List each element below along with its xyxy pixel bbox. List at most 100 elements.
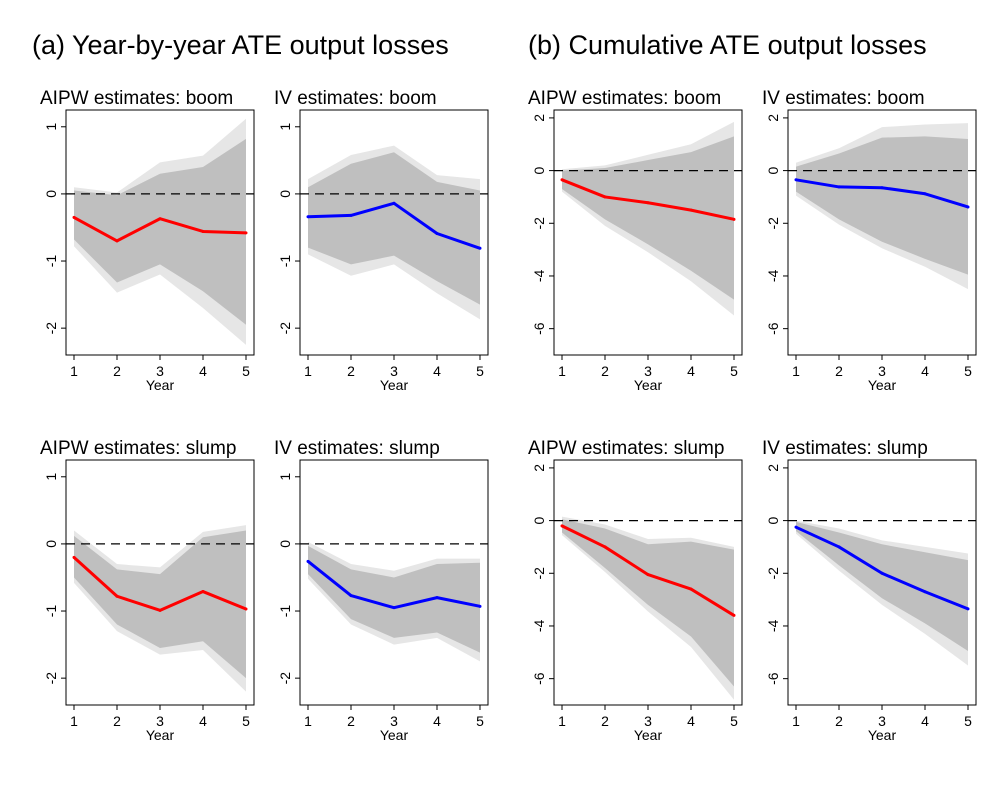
- y-tick-label: -4: [765, 620, 781, 633]
- x-tick-label: 4: [921, 713, 929, 729]
- estimate-point: [478, 604, 482, 608]
- x-tick-label: 5: [730, 713, 738, 729]
- y-tick-label: -1: [43, 605, 59, 618]
- estimate-point: [880, 186, 884, 190]
- y-tick-label: -2: [43, 672, 59, 685]
- y-tick-label: 0: [531, 166, 547, 174]
- y-tick-label: -2: [531, 217, 547, 230]
- x-tick-label: 4: [687, 713, 695, 729]
- x-tick-label: 3: [390, 713, 398, 729]
- chart-iv-slump-cumulative: IV estimates: slump 2 0 -2 -4 -6 1 2 3 4 5 Year: [762, 438, 977, 743]
- estimate-point: [603, 195, 607, 199]
- estimate-point: [392, 606, 396, 610]
- x-tick-label: 1: [558, 363, 566, 379]
- y-tick-label: 0: [277, 540, 293, 548]
- panel-b-title: (b) Cumulative ATE output losses: [528, 30, 927, 60]
- estimate-point: [435, 596, 439, 600]
- y-tick-label: -6: [765, 322, 781, 335]
- panel-a-title: (a) Year-by-year ATE output losses: [32, 30, 449, 60]
- y-tick-label: 0: [765, 166, 781, 174]
- x-tick-label: 4: [199, 713, 207, 729]
- x-tick-label: 3: [156, 363, 164, 379]
- x-tick-label: 1: [70, 363, 78, 379]
- estimate-point: [435, 232, 439, 236]
- x-axis-title: Year: [634, 727, 663, 743]
- estimate-point: [560, 524, 564, 528]
- estimate-point: [349, 594, 353, 598]
- chart-title: AIPW estimates: slump: [40, 438, 236, 459]
- estimate-point: [837, 185, 841, 189]
- x-tick-label: 4: [687, 363, 695, 379]
- chart-aipw-boom-cumulative: AIPW estimates: boom 2 0 -2 -4 -6 1 2 3 4 5 Year: [528, 88, 743, 393]
- x-tick-label: 2: [601, 713, 609, 729]
- x-tick-label: 2: [347, 363, 355, 379]
- y-tick-label: -4: [531, 270, 547, 283]
- y-tick-label: 0: [43, 190, 59, 198]
- x-tick-label: 2: [835, 363, 843, 379]
- estimate-point: [115, 594, 119, 598]
- y-tick-label: -2: [43, 322, 59, 335]
- estimate-point: [603, 545, 607, 549]
- estimate-point: [115, 239, 119, 243]
- estimate-point: [306, 559, 310, 563]
- confidence-band-inner: [308, 152, 480, 305]
- x-tick-label: 3: [644, 713, 652, 729]
- x-axis-title: Year: [146, 377, 175, 393]
- estimate-point: [880, 571, 884, 575]
- x-tick-label: 3: [390, 363, 398, 379]
- chart-title: AIPW estimates: boom: [528, 88, 721, 109]
- x-axis-title: Year: [868, 377, 897, 393]
- x-axis-title: Year: [146, 727, 175, 743]
- x-tick-label: 1: [70, 713, 78, 729]
- x-tick-label: 1: [558, 713, 566, 729]
- y-tick-label: -2: [531, 567, 547, 580]
- x-tick-label: 5: [964, 713, 972, 729]
- confidence-band-inner: [74, 138, 246, 325]
- chart-iv-slump-yearly: IV estimates: slump 1 0 -1 -2 1 2 3 4 5 Year: [274, 438, 489, 743]
- x-tick-label: 3: [644, 363, 652, 379]
- x-tick-label: 3: [156, 713, 164, 729]
- y-tick-label: -4: [531, 620, 547, 633]
- x-axis-title: Year: [868, 727, 897, 743]
- y-tick-label: 0: [43, 540, 59, 548]
- y-tick-label: 1: [43, 123, 59, 131]
- chart-title: IV estimates: slump: [762, 438, 928, 459]
- chart-iv-boom-cumulative: IV estimates: boom 2 0 -2 -4 -6 1 2 3 4 5 Year: [762, 88, 977, 393]
- estimate-point: [72, 215, 76, 219]
- x-tick-label: 5: [730, 363, 738, 379]
- y-tick-label: -6: [531, 322, 547, 335]
- y-tick-label: -6: [531, 672, 547, 685]
- y-tick-label: 0: [765, 516, 781, 524]
- x-tick-label: 2: [347, 713, 355, 729]
- confidence-band-inner: [796, 521, 968, 651]
- estimate-point: [794, 178, 798, 182]
- estimate-point: [966, 607, 970, 611]
- estimate-point: [646, 573, 650, 577]
- x-tick-label: 5: [242, 713, 250, 729]
- x-tick-label: 2: [113, 713, 121, 729]
- estimate-point: [201, 590, 205, 594]
- confidence-band-inner: [562, 136, 734, 300]
- x-tick-label: 1: [792, 363, 800, 379]
- chart-title: IV estimates: boom: [274, 88, 437, 109]
- estimate-point: [732, 613, 736, 617]
- chart-aipw-slump-yearly: AIPW estimates: slump 1 0 -1 -2 1 2 3 4 5 Year: [40, 438, 255, 743]
- estimate-point: [392, 201, 396, 205]
- y-tick-label: 1: [277, 123, 293, 131]
- x-axis-title: Year: [380, 377, 409, 393]
- y-tick-label: 0: [531, 516, 547, 524]
- x-tick-label: 3: [878, 713, 886, 729]
- x-tick-label: 4: [433, 713, 441, 729]
- y-tick-label: 0: [277, 190, 293, 198]
- x-tick-label: 5: [476, 363, 484, 379]
- y-tick-label: -2: [277, 322, 293, 335]
- chart-aipw-boom-yearly: AIPW estimates: boom 1 0 -1 -2 1 2 3 4 5 Year: [40, 88, 255, 393]
- estimate-point: [244, 607, 248, 611]
- estimate-point: [689, 587, 693, 591]
- y-tick-label: 2: [765, 114, 781, 122]
- x-axis-title: Year: [634, 377, 663, 393]
- y-tick-label: -2: [765, 567, 781, 580]
- estimate-point: [689, 208, 693, 212]
- chart-title: IV estimates: slump: [274, 438, 440, 459]
- x-tick-label: 4: [921, 363, 929, 379]
